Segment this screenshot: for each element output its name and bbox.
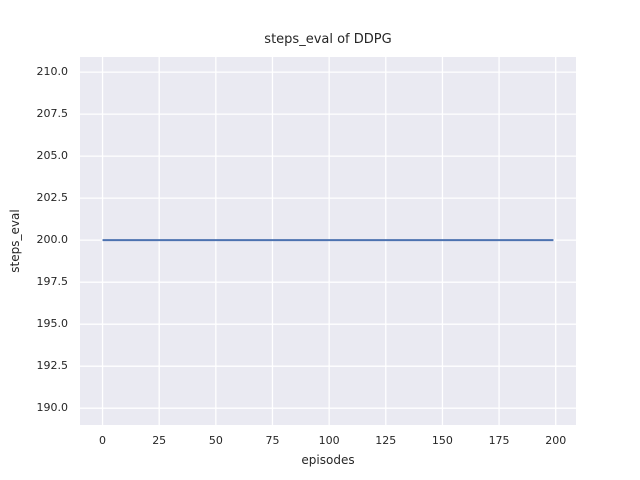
x-tick-label: 25 [152,434,167,447]
y-tick-label: 197.5 [36,275,69,289]
y-tick-label: 200.0 [36,233,69,247]
x-tick-label: 75 [265,434,280,447]
x-tick-label: 100 [318,434,340,447]
x-tick-label: 125 [375,434,397,447]
x-tick-label: 175 [488,434,510,447]
x-axis-label: episodes [301,453,355,467]
x-tick-label: 0 [99,434,107,447]
chart-title: steps_eval of DDPG [264,32,392,47]
x-tick-label: 200 [545,434,567,447]
y-tick-label: 195.0 [36,317,69,331]
x-tick-label: 150 [431,434,453,447]
x-tick-label: 50 [208,434,223,447]
y-tick-label: 190.0 [36,401,69,415]
y-tick-label: 202.5 [36,191,69,205]
y-tick-label: 192.5 [36,359,69,373]
y-tick-label: 205.0 [36,149,69,163]
y-tick-label: 210.0 [36,65,69,79]
y-tick-label: 207.5 [36,107,69,121]
